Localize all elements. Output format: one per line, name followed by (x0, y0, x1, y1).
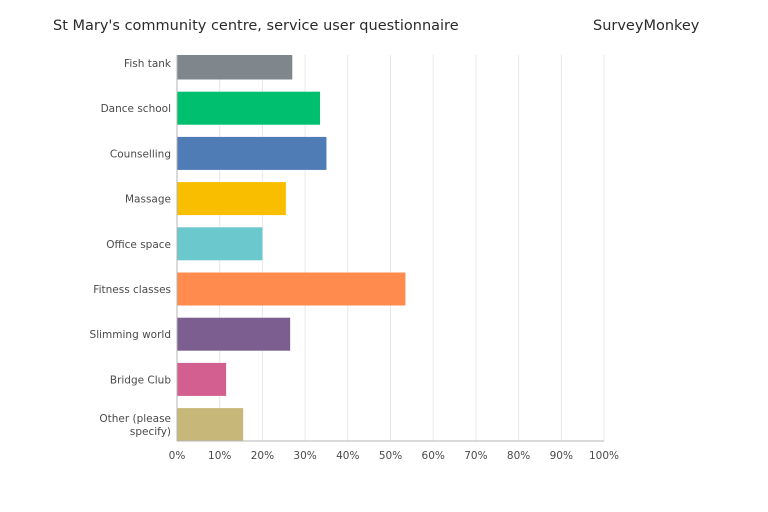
category-label: Counselling (110, 148, 171, 160)
category-label: Bridge Club (110, 374, 171, 386)
survey-title: St Mary's community centre, service user… (53, 18, 459, 34)
bar-chart: Fish tank Dance school Counselling Massage O… (90, 55, 619, 462)
x-tick-label: 100% (589, 450, 619, 462)
bar (177, 362, 227, 396)
x-tick-label: 90% (550, 450, 573, 462)
x-tick-label: 50% (379, 450, 402, 462)
bar (177, 317, 291, 351)
bar (177, 182, 286, 216)
bar (177, 272, 406, 306)
x-tick-label: 30% (293, 450, 316, 462)
header: St Mary's community centre, service user… (0, 0, 768, 55)
bar (177, 408, 244, 442)
x-tick-label: 70% (464, 450, 487, 462)
category-label: Slimming world (90, 329, 171, 341)
x-tick-label: 60% (422, 450, 445, 462)
x-tick-label: 10% (208, 450, 231, 462)
bar (177, 91, 321, 125)
x-tick-label: 40% (336, 450, 359, 462)
brand-name: SurveyMonkey (593, 18, 700, 34)
chart-area: Fish tank Dance school Counselling Massage O… (0, 55, 768, 512)
category-label: Other (please specify) (99, 413, 171, 438)
x-tick-label: 0% (169, 450, 186, 462)
category-label: Fitness classes (93, 284, 171, 296)
category-label: Dance school (101, 103, 171, 115)
bar (177, 136, 327, 170)
bar (177, 227, 263, 261)
category-label: Fish tank (124, 58, 172, 70)
category-label: Office space (106, 239, 171, 251)
bar (177, 55, 293, 80)
x-tick-label: 80% (507, 450, 530, 462)
category-label: Massage (125, 194, 171, 206)
x-tick-label: 20% (251, 450, 274, 462)
